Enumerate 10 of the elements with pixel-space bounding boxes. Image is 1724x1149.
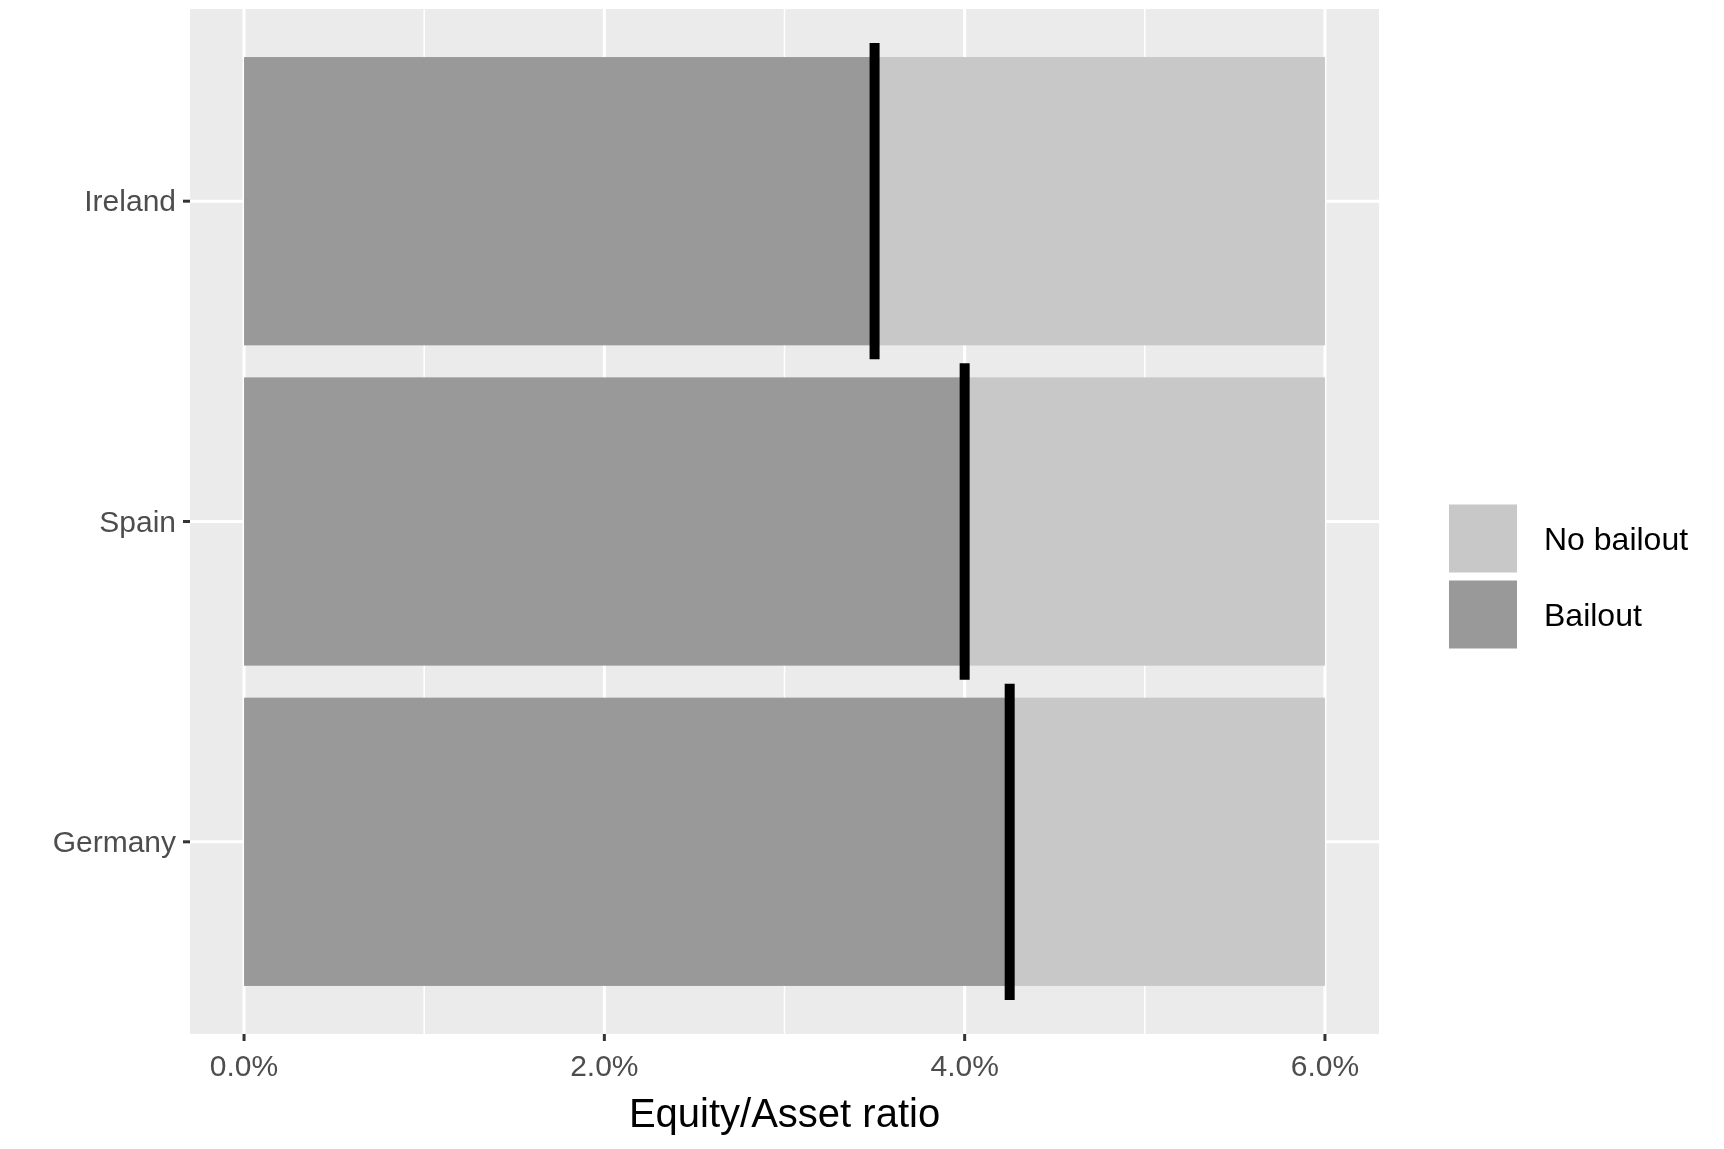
legend-label: No bailout	[1544, 520, 1689, 557]
x-tick-label: 4.0%	[930, 1049, 999, 1082]
x-tick-label: 2.0%	[570, 1049, 639, 1082]
legend-label: Bailout	[1544, 596, 1642, 633]
y-tick-label: Germany	[52, 824, 176, 858]
y-tick-label: Ireland	[84, 184, 176, 218]
x-axis-title: Equity/Asset ratio	[628, 1091, 941, 1135]
x-tick-label: 0.0%	[209, 1049, 279, 1082]
y-tick-label: Spain	[99, 504, 176, 538]
x-tick-label: 6.0%	[1290, 1049, 1360, 1082]
